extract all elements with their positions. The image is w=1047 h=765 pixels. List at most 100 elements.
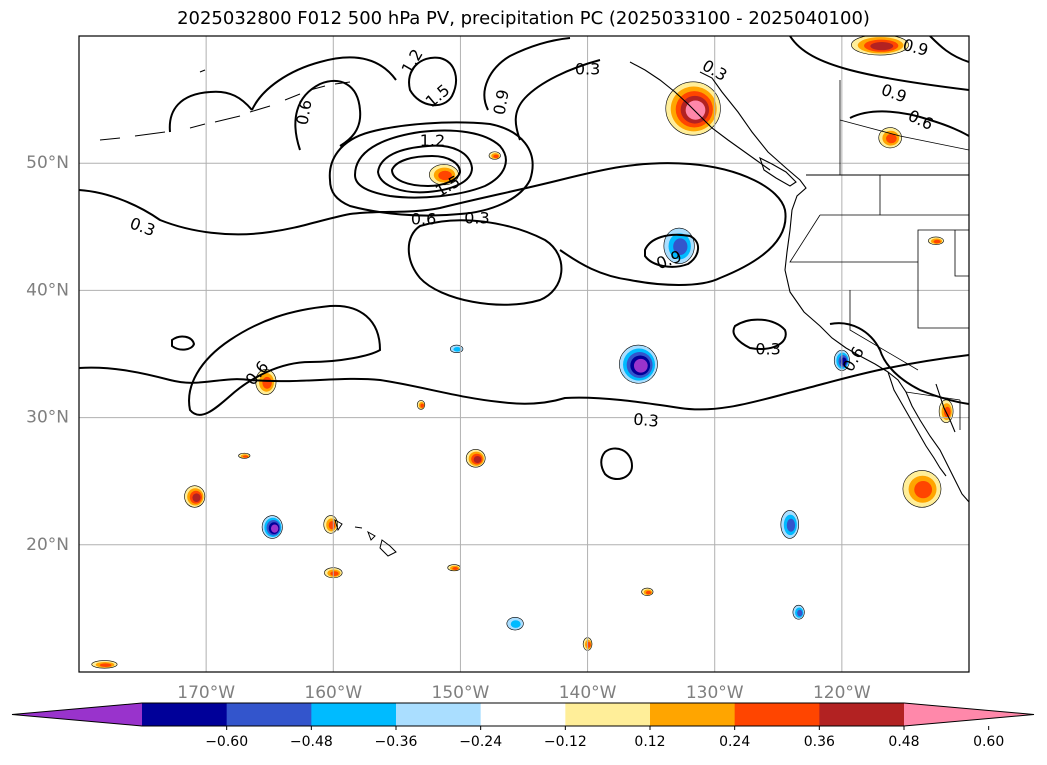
colorbar-tick-label: 0.36 — [804, 734, 835, 750]
alaska-panhandle-coast — [629, 61, 771, 171]
pv-contour-0.3-small-2 — [732, 318, 787, 350]
precip-level — [786, 518, 796, 532]
precip-anomaly-blob — [641, 587, 654, 596]
precip-level — [493, 154, 499, 159]
precip-level — [633, 358, 648, 373]
precip-level — [685, 100, 706, 120]
pv-contour-0.9-upper-right — [789, 36, 969, 137]
pv-contour-0.3-south — [79, 354, 969, 411]
colorbar-tick-label: 0.60 — [973, 734, 1004, 750]
precip-anomaly-blob — [792, 604, 805, 620]
us-state-borders — [789, 175, 969, 430]
coastlines-and-borders — [99, 61, 969, 557]
colorbar-tick-label: 0.12 — [634, 734, 665, 750]
precip-level — [242, 455, 249, 458]
colorbar-swatch — [396, 703, 482, 726]
latitude-label: 20°N — [26, 535, 69, 555]
precip-anomaly-blob — [449, 344, 464, 354]
precip-level — [438, 170, 452, 181]
longitude-label: 130°W — [686, 683, 744, 703]
pv-contour-0.9 — [353, 37, 571, 199]
pv-contours — [79, 36, 969, 481]
precip-anomaly-blob — [91, 660, 118, 669]
axis-labels: 50°N 40°N 30°N 20°N 170°W 160°W 150°W 140°W 130°… — [26, 153, 871, 703]
pv-contour-1.5 — [390, 56, 462, 188]
colorbar-tick-label: −0.48 — [290, 734, 333, 750]
precip-level — [473, 455, 482, 464]
precip-anomaly-blob — [323, 515, 339, 534]
contour-label: 0.3 — [464, 208, 489, 227]
vancouver-island — [759, 156, 797, 187]
precip-anomaly-blob — [506, 617, 524, 631]
colorbar-swatch — [819, 703, 905, 726]
latitude-label: 30°N — [26, 408, 69, 428]
precip-level — [99, 663, 112, 667]
longitude-label: 140°W — [559, 683, 617, 703]
latitude-label: 50°N — [26, 153, 69, 173]
colorbar-swatch — [650, 703, 736, 726]
precip-anomaly-blob — [878, 127, 902, 149]
precip-anomaly-blob — [428, 164, 459, 186]
hawaiian-islands — [334, 518, 397, 557]
latitude-label: 40°N — [26, 280, 69, 300]
colorbar-tick-label: −0.60 — [205, 734, 248, 750]
colorbar-extend-max — [904, 703, 1034, 726]
precip-level — [192, 493, 201, 502]
colorbar-swatch — [565, 703, 651, 726]
colorbar-tick-label: −0.12 — [544, 734, 587, 750]
pv-contour-0.3-mid — [188, 304, 382, 416]
precip-level — [914, 481, 933, 499]
colorbar-swatch — [734, 703, 820, 726]
colorbar-tick-label: −0.36 — [375, 734, 418, 750]
colorbar-swatch — [142, 703, 228, 726]
precip-level — [330, 571, 339, 576]
pv-contour-0.3-small-3 — [171, 335, 196, 351]
contour-label: 0.9 — [490, 88, 513, 116]
canada-provincial-borders — [839, 80, 969, 175]
precip-level — [453, 347, 462, 352]
precip-anomaly-blob — [488, 151, 501, 160]
pv-contour-0.6-right — [829, 322, 969, 405]
precip-level — [510, 620, 521, 628]
longitude-label: 150°W — [432, 683, 490, 703]
precip-anomaly-blob — [663, 227, 695, 264]
precip-anomaly-blob — [902, 470, 942, 508]
precip-level — [673, 238, 688, 255]
precip-anomaly-blob — [928, 236, 944, 245]
precip-anomaly-blob — [447, 564, 461, 572]
precip-level — [886, 133, 897, 144]
contour-label: 0.3 — [755, 339, 780, 358]
longitude-label: 120°W — [813, 683, 871, 703]
contour-label: 0.3 — [575, 60, 600, 79]
precipitation-shading — [91, 36, 954, 669]
precip-anomaly-blob — [851, 36, 909, 56]
precip-anomaly-blob — [780, 510, 799, 539]
precip-level — [933, 239, 941, 244]
precip-anomaly-blob — [238, 452, 251, 459]
colorbar: −0.60 −0.48 −0.36 −0.24 −0.12 0.12 0.24 0.36 0.4… — [11, 702, 1035, 750]
map-frame — [78, 35, 970, 673]
precip-level — [645, 590, 652, 595]
precip-anomaly-blob — [416, 400, 426, 410]
colorbar-tick-label: 0.48 — [888, 734, 919, 750]
contour-label: 0.6 — [292, 98, 315, 126]
lat-lon-gridlines — [79, 36, 969, 672]
map-title: 2025032800 F012 500 hPa PV, precipitatio… — [177, 8, 870, 29]
baja-california-outline — [887, 371, 956, 477]
precip-anomaly-blob — [619, 344, 658, 384]
pv-contour-0.3-upper — [168, 56, 601, 141]
pv-contour-0.3-small-1 — [600, 447, 634, 481]
colorbar-tick-label: 0.24 — [719, 734, 750, 750]
precip-anomaly-blob — [184, 485, 206, 508]
precip-level — [270, 524, 279, 533]
north-america-coastline — [699, 71, 969, 503]
colorbar-swatch — [480, 703, 566, 726]
precip-anomaly-blob — [665, 81, 721, 136]
precip-level — [452, 567, 459, 570]
precip-level — [944, 406, 951, 418]
precip-level — [870, 42, 894, 51]
colorbar-swatch — [311, 703, 397, 726]
pv-contour-0.3-loop — [407, 219, 563, 306]
aleutian-islands — [99, 81, 351, 141]
